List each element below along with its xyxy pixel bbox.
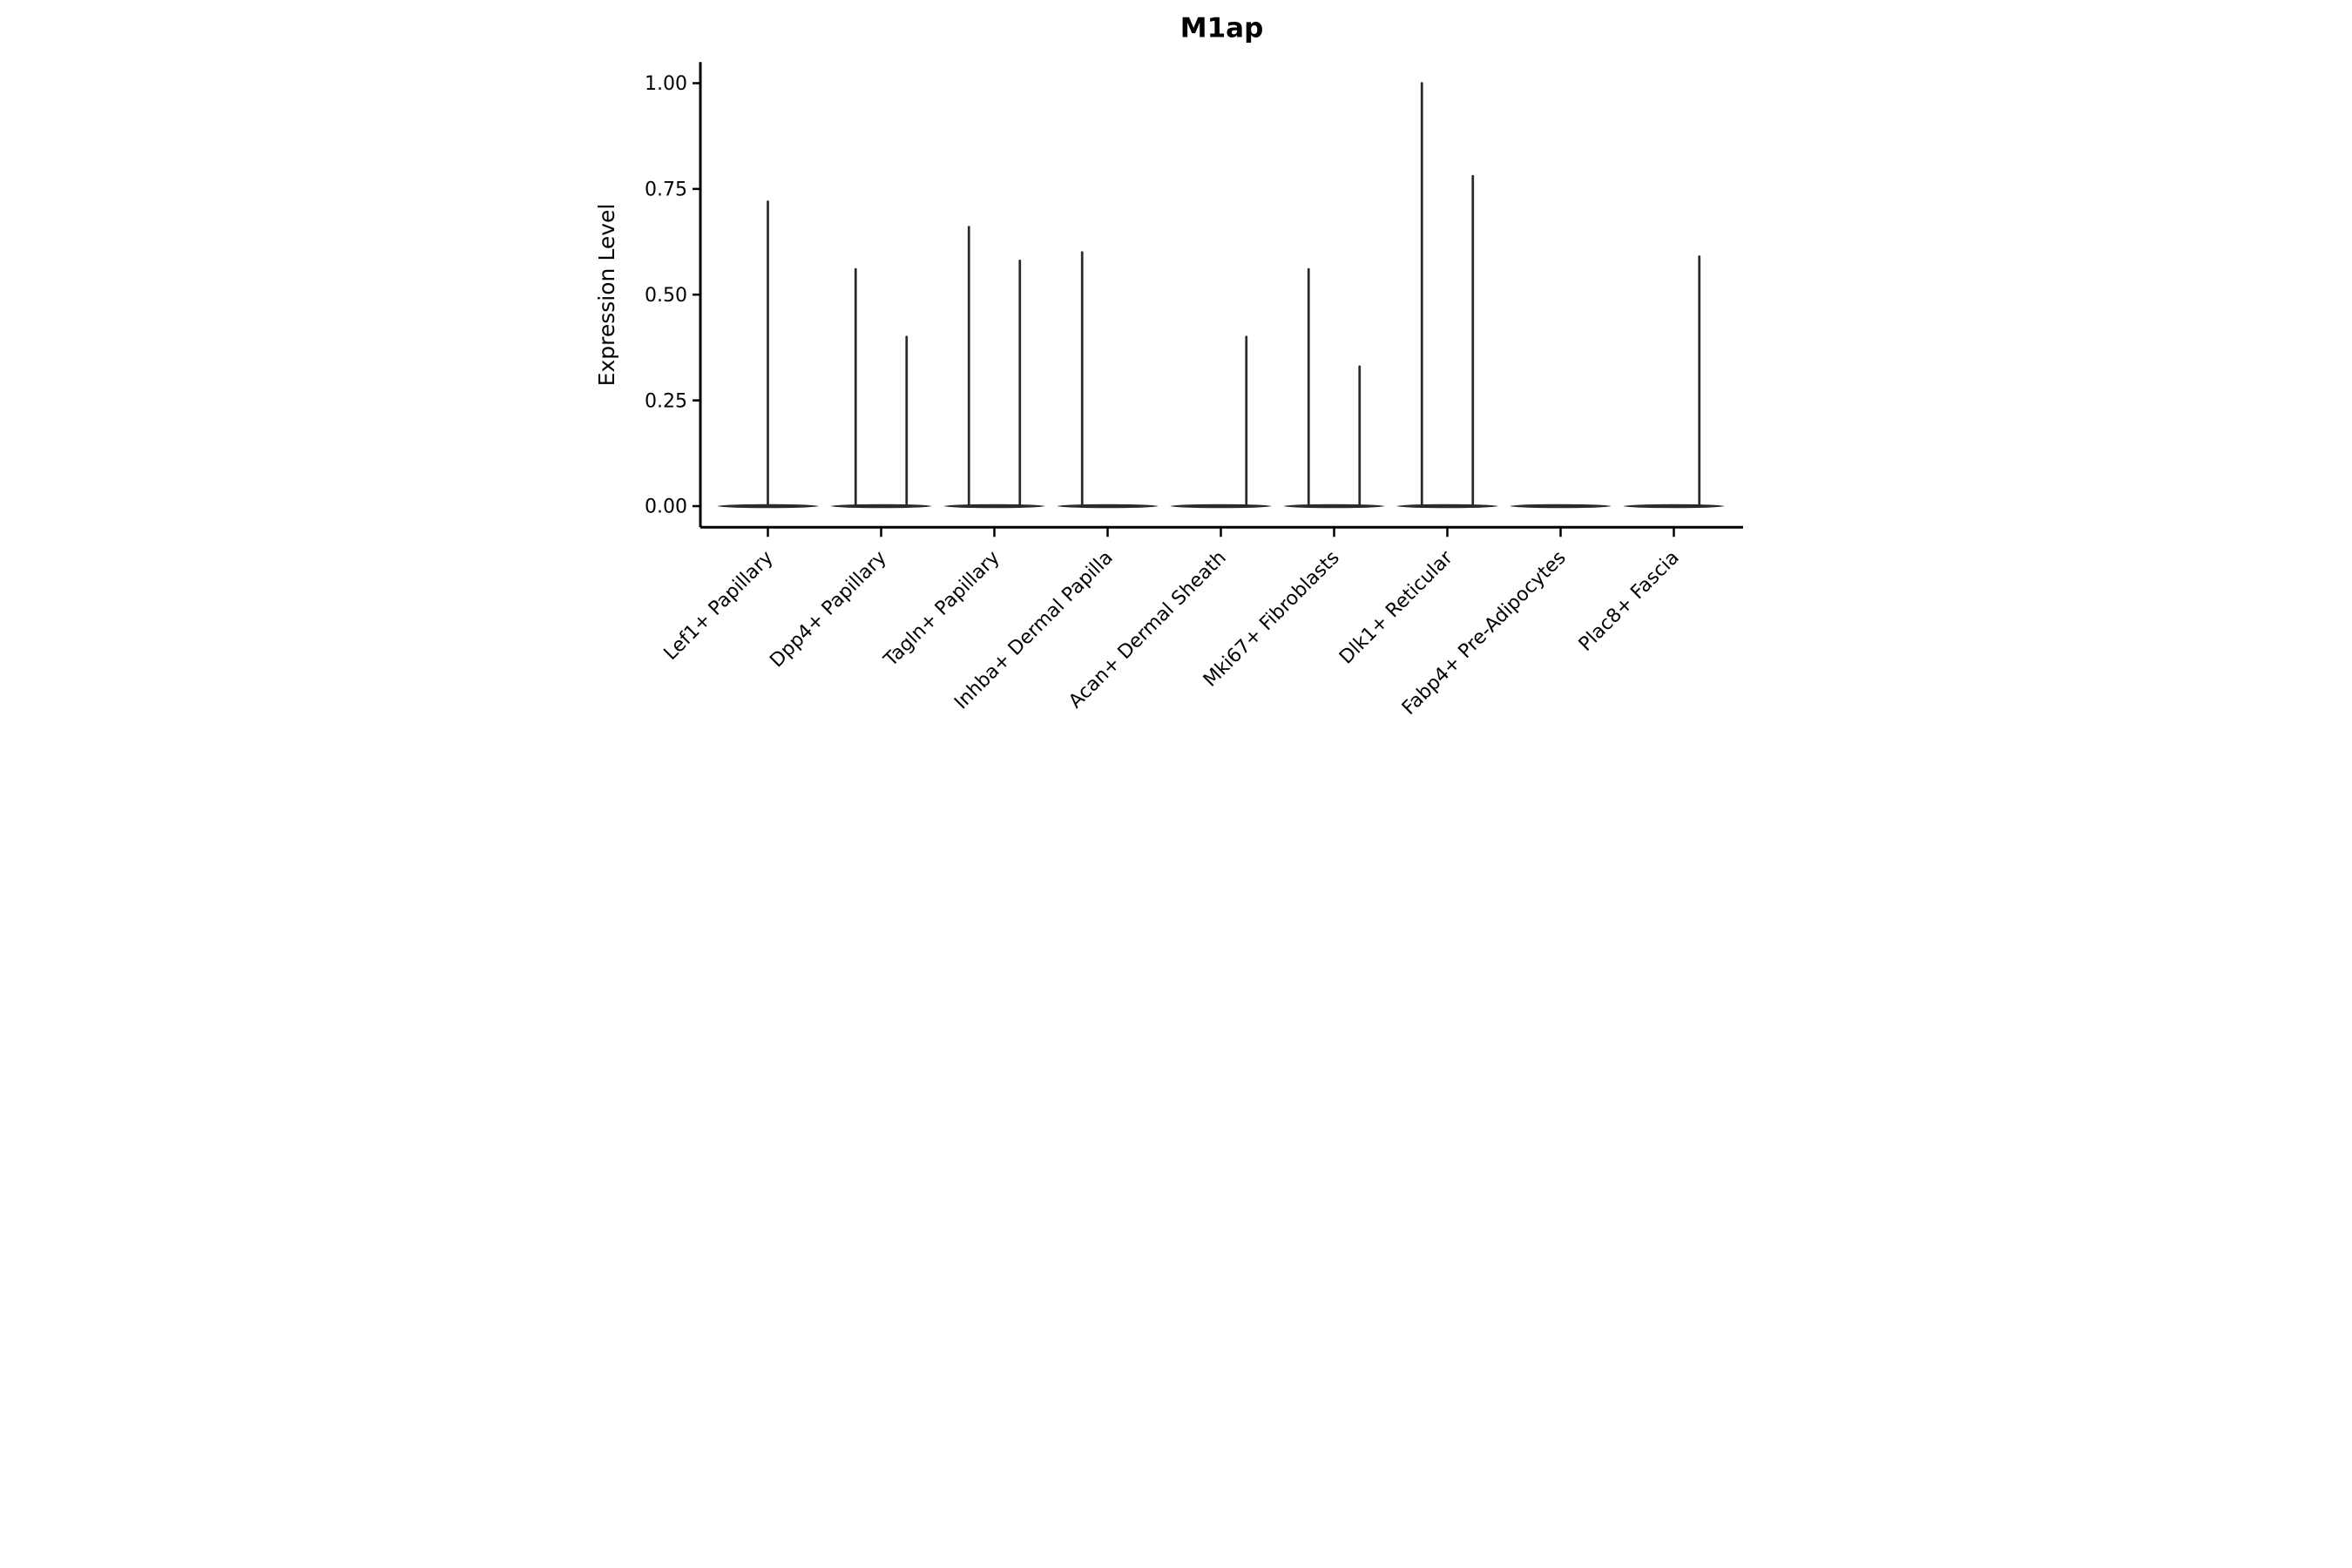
category-label: Tagln+ Papillary [880, 547, 1004, 672]
category-label: Plac8+ Fascia [1575, 547, 1684, 656]
category-label: Dpp4+ Papillary [766, 547, 890, 672]
violin-baseline [1510, 504, 1612, 509]
y-tick-label: 0.75 [645, 179, 687, 201]
violin-baseline [1396, 504, 1498, 509]
y-axis: 0.00 0.25 0.50 0.75 1.00 [645, 62, 702, 528]
chart-title: M1ap [1180, 13, 1264, 44]
y-tick-label: 0.00 [645, 497, 687, 518]
violin-baseline [1170, 504, 1272, 509]
violin-baseline [943, 504, 1045, 509]
y-tick-label: 1.00 [645, 73, 687, 95]
violin-plot-figure: M1ap Expression Level 0.00 0.25 0.50 0.75 1.… [588, 0, 1764, 784]
violin-baseline [830, 504, 932, 509]
violin-baseline [1283, 504, 1385, 509]
y-tick-label: 0.50 [645, 285, 687, 307]
category-label: Dlk1+ Reticular [1335, 546, 1457, 668]
y-tick-label: 0.25 [645, 390, 687, 412]
category-label: Lef1+ Papillary [660, 547, 778, 665]
violin-baseline [1623, 504, 1725, 509]
violins-layer [717, 82, 1725, 509]
violin-plot-canvas: M1ap Expression Level 0.00 0.25 0.50 0.75 1.… [588, 0, 1764, 784]
violin-baseline [1057, 504, 1159, 509]
y-axis-label: Expression Level [594, 204, 619, 387]
